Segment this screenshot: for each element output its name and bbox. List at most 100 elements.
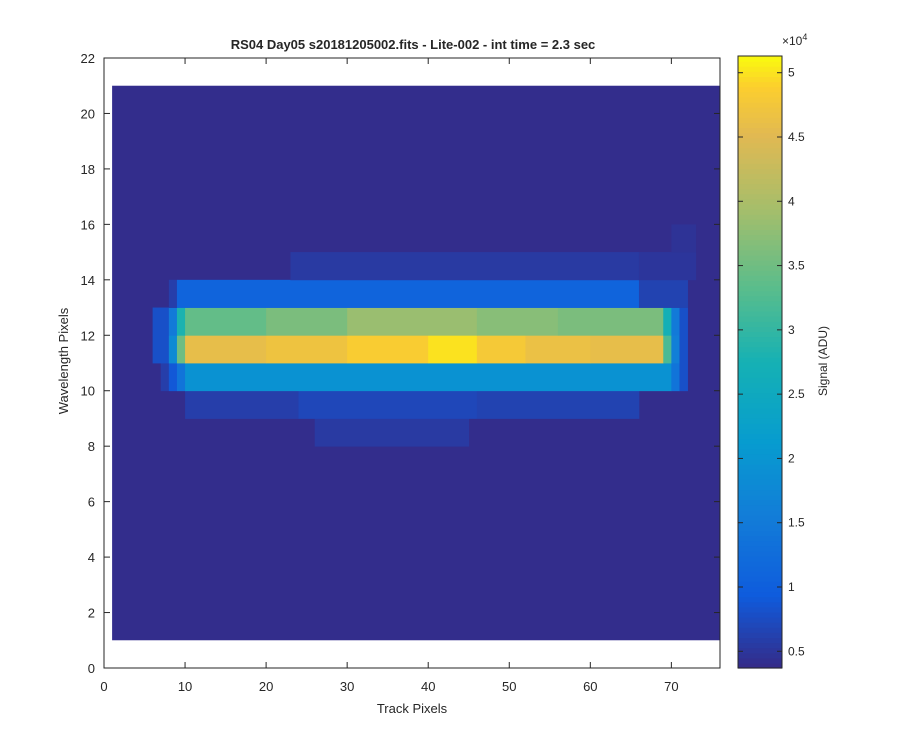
heatmap-cell [679, 307, 688, 336]
colorbar-swatch [738, 239, 782, 246]
y-axis-label: Wavelength Pixels [56, 307, 71, 414]
colorbar-tick-label: 1.5 [788, 516, 805, 530]
colorbar-swatch [738, 101, 782, 108]
heatmap-cell [185, 307, 267, 336]
heatmap-cell [428, 335, 478, 364]
colorbar-swatch [738, 387, 782, 394]
heatmap-cell [347, 307, 478, 336]
y-tick-label: 12 [81, 328, 95, 343]
x-axis: 0 10 20 30 40 50 60 70 [100, 58, 679, 694]
heatmap-cell [671, 307, 680, 336]
heatmap-cell [168, 279, 178, 308]
plot-area [103, 57, 721, 669]
colorbar-swatch [738, 453, 782, 460]
heatmap-cell [671, 335, 680, 364]
chart-title: RS04 Day05 s20181205002.fits - Lite-002 … [231, 37, 596, 52]
colorbar-swatch [738, 152, 782, 159]
colorbar-swatch [738, 611, 782, 618]
x-tick-label: 20 [259, 679, 273, 694]
heatmap-cell [185, 335, 267, 364]
colorbar-swatch [738, 305, 782, 312]
colorbar-swatch [738, 280, 782, 287]
heatmap-cell [266, 307, 348, 336]
x-tick-label: 50 [502, 679, 516, 694]
colorbar-swatch [738, 509, 782, 516]
heatmap-cell [679, 335, 688, 364]
colorbar-swatch [738, 336, 782, 343]
colorbar-swatch [738, 469, 782, 475]
heatmap-cell [590, 335, 664, 364]
heatmap-cell [185, 390, 299, 419]
colorbar-swatch [738, 652, 782, 659]
colorbar-swatch [738, 127, 782, 134]
x-tick-label: 70 [664, 679, 678, 694]
colorbar-swatch [738, 61, 782, 67]
colorbar-swatch [738, 86, 782, 93]
heatmap-cell [638, 279, 688, 308]
y-tick-label: 18 [81, 162, 95, 177]
colorbar-swatch [738, 137, 782, 144]
colorbar-swatch [738, 224, 782, 230]
y-tick-label: 20 [81, 106, 95, 121]
heatmap-cell [176, 307, 186, 336]
colorbar-swatch [738, 147, 782, 154]
colorbar-swatch [738, 356, 782, 363]
colorbar-swatch [738, 107, 782, 113]
heatmap-cell [298, 390, 478, 419]
colorbar-swatch [738, 540, 782, 547]
colorbar-swatch [738, 193, 782, 200]
y-tick-label: 10 [81, 384, 95, 399]
colorbar-swatch [738, 494, 782, 501]
colorbar-tick-label: 4.5 [788, 130, 805, 144]
heatmap-cell [168, 335, 178, 364]
colorbar-swatch [738, 464, 782, 470]
colorbar-exponent-power: 4 [802, 32, 807, 42]
colorbar-swatch [738, 571, 782, 577]
colorbar-swatch [738, 382, 782, 389]
colorbar-swatch [738, 326, 782, 332]
colorbar-swatch [738, 617, 782, 623]
colorbar-swatch [738, 642, 782, 649]
heatmap-cell [476, 307, 559, 336]
colorbar-swatch [738, 66, 782, 72]
heatmap-cell [176, 279, 640, 308]
colorbar-exponent-label: ×104 [782, 32, 807, 48]
colorbar-swatch [738, 81, 782, 88]
colorbar-swatch [738, 515, 782, 521]
colorbar-swatch [738, 198, 782, 205]
colorbar-swatch [738, 56, 782, 62]
colorbar-swatch [738, 321, 782, 327]
colorbar-swatch [738, 662, 782, 669]
colorbar-swatch [738, 112, 782, 118]
colorbar-swatch [738, 576, 782, 582]
colorbar-swatch [738, 647, 782, 654]
colorbar-swatch [738, 316, 782, 322]
colorbar-swatch [738, 234, 782, 241]
colorbar-swatch [738, 219, 782, 225]
colorbar-swatch [738, 627, 782, 633]
colorbar-swatch [738, 163, 782, 169]
colorbar-swatch [738, 458, 782, 465]
colorbar-swatch [738, 158, 782, 164]
colorbar-swatch [738, 265, 782, 271]
y-tick-label: 6 [88, 495, 95, 510]
colorbar-swatch [738, 428, 782, 434]
colorbar-swatch [738, 525, 782, 531]
colorbar-swatch [738, 433, 782, 440]
colorbar-swatch [738, 351, 782, 358]
colorbar-swatch [738, 91, 782, 98]
heatmap-cell [185, 363, 672, 392]
colorbar-swatch [738, 346, 782, 353]
colorbar-swatch [738, 377, 782, 383]
colorbar-swatch [738, 474, 782, 480]
colorbar-swatch [738, 249, 782, 256]
heatmap-cell [176, 363, 186, 392]
colorbar-swatch [738, 657, 782, 664]
heatmap-cell [663, 307, 672, 336]
y-tick-label: 4 [88, 550, 95, 565]
colorbar-swatch [738, 295, 782, 302]
colorbar-swatch [738, 596, 782, 603]
colorbar-swatch [738, 418, 782, 424]
